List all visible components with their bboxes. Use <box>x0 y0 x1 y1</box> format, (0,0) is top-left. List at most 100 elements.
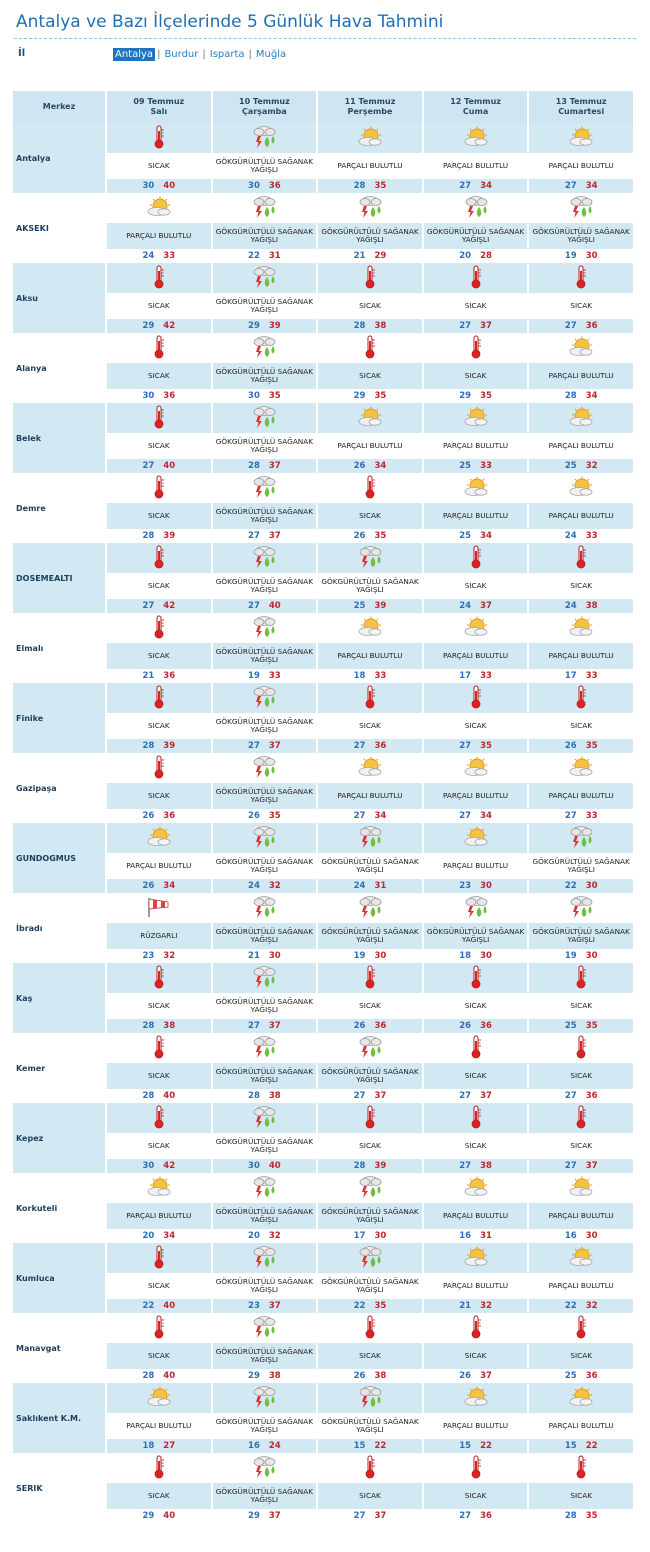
min-temperature: 27 <box>459 1511 472 1521</box>
thermometer-icon <box>573 1454 589 1482</box>
city-icon-row: Demre <box>13 473 633 543</box>
partly-cloudy-icon <box>145 826 173 850</box>
partly-cloudy-icon <box>462 826 490 850</box>
city-name: Alanya <box>13 333 105 403</box>
weather-icon-cell <box>105 123 211 153</box>
max-temperature: 40 <box>163 1091 176 1101</box>
city-desc-row: RÜZGARLI GÖKGÜRÜLTÜLÜ SAĞANAK YAĞIŞLI GÖKG… <box>13 923 633 949</box>
province-link-isparta[interactable]: Isparta <box>209 49 245 60</box>
weather-icon-cell <box>527 193 633 223</box>
min-temperature: 30 <box>142 1161 155 1171</box>
temperature-cell: 27 34 <box>421 179 528 193</box>
max-temperature: 22 <box>585 1441 598 1451</box>
thermometer-icon <box>151 404 167 432</box>
city-desc-row: PARÇALI BULUTLU GÖKGÜRÜLTÜLÜ SAĞANAK YAĞI… <box>13 1413 633 1439</box>
temperature-cell: 26 37 <box>421 1369 528 1383</box>
weather-condition: PARÇALI BULUTLU <box>421 783 528 809</box>
weather-condition: GÖKGÜRÜLTÜLÜ SAĞANAK YAĞIŞLI <box>210 923 317 949</box>
weather-condition: SICAK <box>105 573 211 599</box>
province-link-mugla[interactable]: Muğla <box>255 49 287 60</box>
max-temperature: 38 <box>374 321 387 331</box>
weather-condition: GÖKGÜRÜLTÜLÜ SAĞANAK YAĞIŞLI <box>210 713 317 739</box>
weather-condition: PARÇALI BULUTLU <box>421 1413 528 1439</box>
weather-condition: SICAK <box>527 573 633 599</box>
max-temperature: 33 <box>480 461 492 471</box>
weather-condition: PARÇALI BULUTLU <box>527 503 633 529</box>
thermometer-icon <box>362 964 378 992</box>
max-temperature: 30 <box>480 951 492 961</box>
max-temperature: 28 <box>480 251 492 261</box>
header-day-2: 10 Temmuz Çarşamba <box>210 91 317 123</box>
weather-icon-cell <box>316 963 422 993</box>
max-temperature: 35 <box>374 531 387 541</box>
city-desc-row: PARÇALI BULUTLU GÖKGÜRÜLTÜLÜ SAĞANAK YAĞI… <box>13 853 633 879</box>
partly-cloudy-icon <box>356 756 384 780</box>
weather-condition: GÖKGÜRÜLTÜLÜ SAĞANAK YAĞIŞLI <box>316 853 422 879</box>
city-name: Saklıkent K.M. <box>13 1383 105 1453</box>
thermometer-icon <box>468 334 484 362</box>
thunderstorm-rain-icon <box>250 1174 278 1202</box>
city-name: SERIK <box>13 1453 105 1523</box>
thunderstorm-rain-icon <box>567 894 595 922</box>
min-temperature: 24 <box>248 881 260 891</box>
min-temperature: 20 <box>459 251 472 261</box>
thermometer-icon <box>151 334 167 362</box>
weather-condition: PARÇALI BULUTLU <box>421 1273 528 1299</box>
temperature-cell: 26 35 <box>527 739 633 753</box>
weather-condition: PARÇALI BULUTLU <box>527 433 633 459</box>
thunderstorm-rain-icon <box>356 1174 384 1202</box>
weather-icon-cell <box>421 1453 528 1483</box>
city-icon-row: Kepez <box>13 1103 633 1173</box>
weather-condition: GÖKGÜRÜLTÜLÜ SAĞANAK YAĞIŞLI <box>210 363 317 389</box>
min-temperature: 27 <box>248 1021 260 1031</box>
max-temperature: 35 <box>585 1511 598 1521</box>
thunderstorm-rain-icon <box>250 264 278 292</box>
temperature-cell: 27 36 <box>421 1509 528 1523</box>
temperature-cell: 26 36 <box>105 809 211 823</box>
weather-icon-cell <box>527 1173 633 1203</box>
min-temperature: 28 <box>142 1021 155 1031</box>
weather-condition: SICAK <box>105 153 211 179</box>
weather-condition: SICAK <box>421 1483 528 1509</box>
min-temperature: 26 <box>353 461 366 471</box>
max-temperature: 35 <box>374 391 387 401</box>
temperature-cell: 27 37 <box>210 739 317 753</box>
min-temperature: 29 <box>248 321 260 331</box>
weather-condition: SICAK <box>527 993 633 1019</box>
weather-condition: GÖKGÜRÜLTÜLÜ SAĞANAK YAĞIŞLI <box>527 853 633 879</box>
day-weekday: Perşembe <box>347 107 393 116</box>
max-temperature: 29 <box>374 251 387 261</box>
weather-condition: GÖKGÜRÜLTÜLÜ SAĞANAK YAĞIŞLI <box>210 853 317 879</box>
thermometer-icon <box>362 264 378 292</box>
province-link-burdur[interactable]: Burdur <box>164 49 199 60</box>
temperature-cell: 17 33 <box>527 669 633 683</box>
temperature-cell: 30 35 <box>210 389 317 403</box>
province-link-antalya[interactable]: Antalya <box>113 48 156 61</box>
forecast-table: Merkez 09 Temmuz Salı 10 Temmuz Çarşamba 1… <box>13 91 633 1523</box>
page-title: Antalya ve Bazı İlçelerinde 5 Günlük Hav… <box>16 12 444 32</box>
max-temperature: 36 <box>585 321 598 331</box>
temperature-cell: 27 38 <box>421 1159 528 1173</box>
weather-condition: SICAK <box>105 1273 211 1299</box>
city-name: Manavgat <box>13 1313 105 1383</box>
city-desc-row: SICAK GÖKGÜRÜLTÜLÜ SAĞANAK YAĞIŞLI SICAK PA… <box>13 503 633 529</box>
city-temp-row: 20 34 20 32 17 30 16 31 16 30 <box>13 1229 633 1243</box>
weather-condition: PARÇALI BULUTLU <box>527 153 633 179</box>
weather-icon-cell <box>316 403 422 433</box>
weather-condition: PARÇALI BULUTLU <box>421 503 528 529</box>
city-temp-row: 18 27 16 24 15 22 15 22 15 22 <box>13 1439 633 1453</box>
weather-condition: SICAK <box>421 993 528 1019</box>
max-temperature: 27 <box>163 1441 176 1451</box>
weather-condition: SICAK <box>421 293 528 319</box>
max-temperature: 22 <box>374 1441 387 1451</box>
max-temperature: 35 <box>585 1021 598 1031</box>
thermometer-icon <box>362 1454 378 1482</box>
city-desc-row: SICAK GÖKGÜRÜLTÜLÜ SAĞANAK YAĞIŞLI PARÇALI… <box>13 433 633 459</box>
temperature-cell: 19 30 <box>527 949 633 963</box>
city-icon-row: Saklıkent K.M. <box>13 1383 633 1453</box>
min-temperature: 16 <box>564 1231 577 1241</box>
temperature-cell: 27 37 <box>316 1509 422 1523</box>
header-day-1: 09 Temmuz Salı <box>105 91 211 123</box>
max-temperature: 36 <box>163 391 176 401</box>
max-temperature: 37 <box>268 461 281 471</box>
